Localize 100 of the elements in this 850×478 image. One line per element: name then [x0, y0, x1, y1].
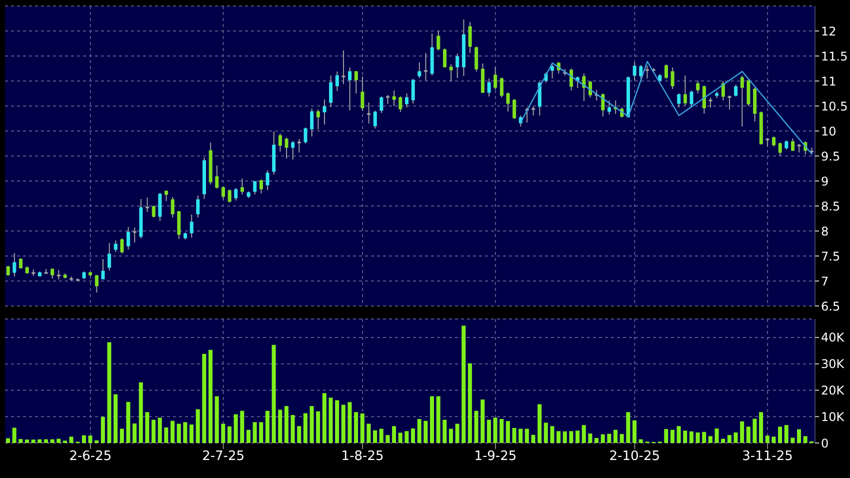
candlestick [335, 71, 339, 92]
bar [411, 428, 415, 443]
bar [772, 436, 776, 443]
bar [424, 420, 428, 443]
bar [316, 411, 320, 443]
candlestick [259, 179, 263, 194]
candlestick [772, 136, 776, 147]
candlestick [398, 96, 402, 112]
candlestick [114, 240, 118, 252]
y-tick-label: 20K [821, 383, 846, 398]
candlestick [436, 30, 440, 51]
candlestick [664, 64, 668, 80]
candlestick [632, 62, 636, 81]
candlestick [360, 76, 364, 112]
x-tick-label: 2-6-25 [69, 449, 112, 464]
candlestick [322, 99, 326, 125]
bar [734, 432, 738, 443]
bar [6, 438, 10, 443]
bar [784, 425, 788, 443]
candlestick [702, 85, 706, 114]
candlestick [221, 186, 225, 200]
bar [158, 418, 162, 443]
y-tick-label: 10 [821, 124, 836, 138]
bar [120, 428, 124, 443]
y-tick-label: 9.5 [821, 149, 840, 164]
candlestick [721, 80, 725, 101]
candlestick [94, 274, 98, 293]
candlestick [228, 189, 232, 203]
bar [759, 412, 764, 443]
bar [765, 436, 770, 443]
bar [614, 430, 618, 443]
bar [50, 439, 54, 443]
bar [234, 414, 238, 443]
bar [696, 432, 700, 443]
bar [468, 363, 472, 443]
candlestick [480, 63, 484, 94]
candlestick [550, 64, 554, 79]
y-tick-label: 8.5 [821, 199, 840, 214]
candlestick [449, 64, 453, 82]
bar [398, 432, 402, 443]
bar [708, 436, 712, 443]
candlestick [329, 75, 333, 108]
bar [100, 416, 105, 443]
bar [214, 396, 219, 443]
bar [392, 426, 396, 443]
bar [265, 410, 270, 443]
bar [56, 438, 61, 443]
candlestick [683, 75, 687, 106]
candlestick [442, 48, 446, 68]
bar [462, 326, 466, 443]
bar [531, 434, 536, 443]
bar [664, 429, 668, 443]
candlestick [588, 80, 592, 98]
bar [689, 431, 694, 443]
candlestick [380, 96, 384, 114]
y-tick-label: 12 [821, 24, 836, 38]
candlestick [500, 77, 504, 98]
bar [404, 431, 409, 443]
candlestick [310, 108, 314, 137]
bar [562, 431, 567, 443]
bar [493, 418, 498, 443]
candlestick [474, 46, 478, 72]
x-tick-label: 3-11-25 [742, 449, 793, 464]
candlestick [696, 80, 700, 94]
candlestick [708, 97, 712, 108]
candlestick [778, 142, 782, 156]
bar [246, 430, 250, 443]
bar [790, 438, 795, 443]
bar [417, 418, 422, 443]
candlestick [746, 79, 750, 106]
bar [310, 406, 314, 443]
bar [170, 420, 175, 443]
bar [328, 398, 333, 443]
candlestick [405, 93, 409, 108]
candlestick [146, 197, 150, 212]
bar [38, 439, 42, 443]
candlestick [342, 50, 346, 84]
candlestick [468, 22, 472, 54]
candlestick [456, 53, 460, 78]
bar [670, 430, 674, 443]
y-tick-label: 30K [821, 357, 846, 372]
candlestick [177, 210, 181, 240]
candlestick [392, 90, 396, 106]
bar [259, 422, 264, 443]
candlestick [728, 95, 732, 110]
candlestick [101, 258, 105, 280]
candlestick [373, 110, 377, 129]
bar [290, 415, 295, 443]
candlestick [570, 68, 574, 91]
candlestick [234, 188, 238, 201]
candlestick [639, 64, 643, 80]
bar [607, 434, 612, 443]
y-tick-label: 10K [821, 410, 846, 424]
y-tick-label: 11.5 [821, 49, 848, 64]
bar [202, 354, 206, 443]
bar [322, 393, 326, 443]
bar [600, 434, 605, 443]
bar [348, 402, 352, 443]
candlestick [645, 65, 649, 79]
bar [620, 434, 624, 443]
